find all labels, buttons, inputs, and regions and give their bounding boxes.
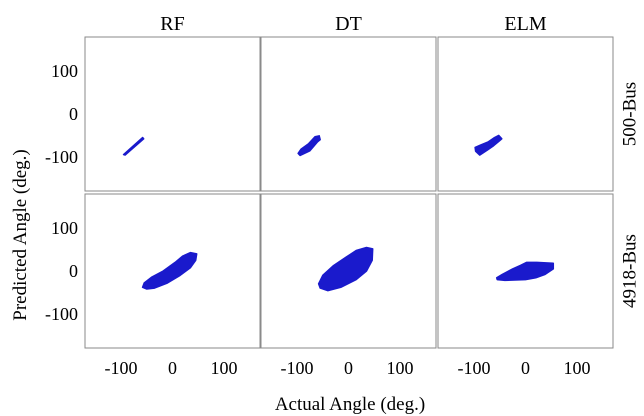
x-tick-label: -100 (458, 358, 491, 378)
scatter-points (495, 261, 555, 282)
row-label-500-bus: 500-Bus (620, 82, 641, 146)
column-title-elm: ELM (504, 13, 546, 35)
panel-500-bus-elm (437, 36, 614, 192)
panel-frame (84, 193, 261, 349)
y-tick-label: 100 (51, 61, 78, 81)
x-tick-label: 100 (210, 358, 237, 378)
column-title-dt: DT (335, 13, 362, 35)
x-axis-label: Actual Angle (deg.) (275, 394, 425, 415)
x-tick-label: -100 (105, 358, 138, 378)
panel-500-bus-rf (84, 36, 261, 192)
panel-4918-bus-rf (84, 193, 261, 349)
scatter-points (474, 134, 503, 156)
scatter-points (297, 135, 321, 157)
row-labels: 500-Bus 4918-Bus (620, 82, 641, 308)
panel-500-bus-dt (260, 36, 437, 192)
column-title-rf: RF (160, 13, 184, 35)
y-tick-label: -100 (45, 147, 78, 167)
x-tick-label: 100 (386, 358, 413, 378)
scatter-points (141, 251, 198, 290)
y-tick-label: -100 (45, 304, 78, 324)
y-tick-label: 0 (69, 104, 78, 124)
x-tick-label: 100 (563, 358, 590, 378)
panel-frame (260, 36, 437, 192)
y-tick-label: 0 (69, 261, 78, 281)
y-tick-labels: -100 0 100 -100 0 100 (45, 61, 78, 324)
x-tick-label: 0 (168, 358, 177, 378)
x-tick-label: 0 (521, 358, 530, 378)
panel-4918-bus-dt (260, 193, 437, 349)
scatter-points (317, 246, 374, 292)
row-label-4918-bus: 4918-Bus (620, 234, 641, 308)
panel-frame (437, 36, 614, 192)
y-tick-label: 100 (51, 218, 78, 238)
panel-grid (84, 36, 614, 349)
x-tick-label: 0 (344, 358, 353, 378)
panel-4918-bus-elm (437, 193, 614, 349)
scatter-points (122, 136, 145, 156)
x-tick-labels: -100 0 100 -100 0 100 -100 0 100 (105, 358, 591, 378)
x-tick-label: -100 (281, 358, 314, 378)
column-titles: RF DT ELM (160, 13, 547, 35)
y-axis-label: Predicted Angle (deg.) (10, 149, 31, 320)
panel-frame (84, 36, 261, 192)
